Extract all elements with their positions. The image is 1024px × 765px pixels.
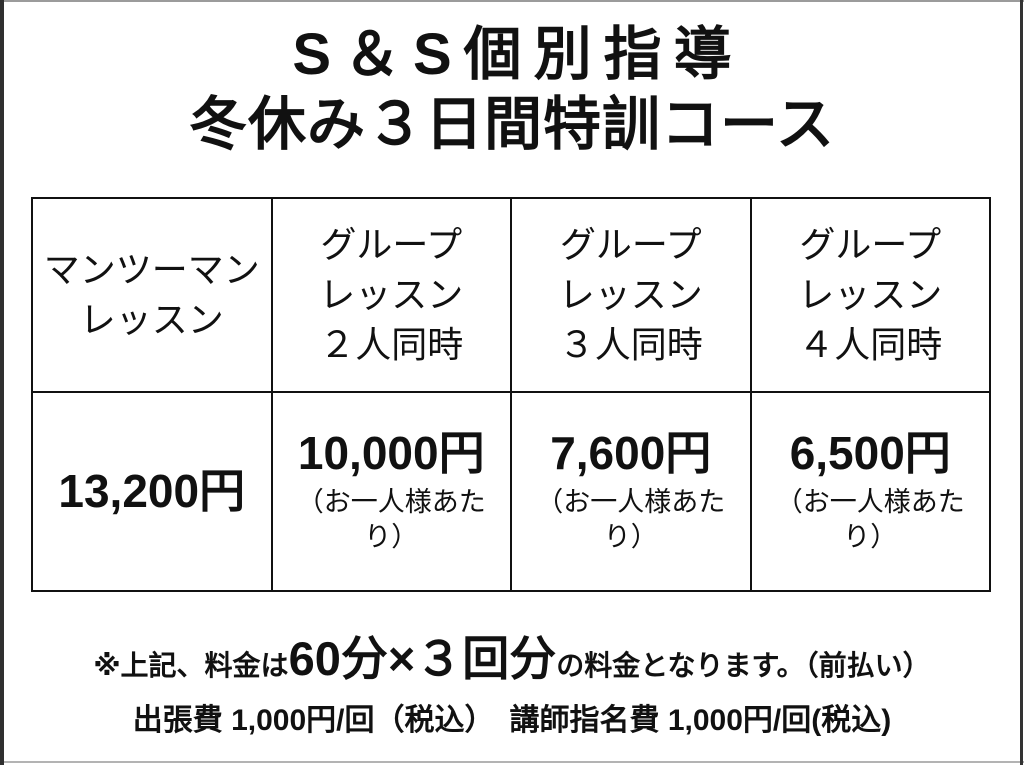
header-cell-group-2: グループ レッスン ２人同時: [270, 197, 512, 393]
per-person-note: （お一人様あたり）: [775, 486, 965, 552]
price-cell-group-3: 7,600円 （お一人様あたり）: [510, 391, 752, 592]
price-table: マンツーマン レッスン グループ レッスン ２人同時 グループ レッスン ３人同…: [31, 197, 991, 592]
price-value: 6,500円: [789, 427, 951, 480]
fee-note-highlight: 60分×３回分: [288, 632, 557, 685]
header-label: グループ レッスン ４人同時: [798, 224, 943, 365]
price-cell-group-4: 6,500円 （お一人様あたり）: [749, 391, 991, 592]
header-label: マンツーマン レッスン: [43, 249, 260, 340]
photo-edge-top: [0, 0, 1024, 2]
fee-note-prefix: ※上記、料金は: [93, 650, 289, 681]
photo-edge-right: [1020, 0, 1023, 765]
header-cell-man-to-man: マンツーマン レッスン: [31, 197, 273, 393]
header-cell-group-4: グループ レッスン ４人同時: [749, 197, 991, 393]
table-price-row: 13,200円 10,000円 （お一人様あたり） 7,600円 （お一人様あた…: [31, 391, 991, 592]
price-cell-man-to-man: 13,200円: [31, 391, 273, 592]
title-line-course: 冬休み３日間特訓コース: [188, 92, 836, 157]
fee-note-suffix: の料金となります。（前払い）: [556, 650, 931, 681]
price-cell-group-2: 10,000円 （お一人様あたり）: [270, 391, 512, 592]
table-header-row: マンツーマン レッスン グループ レッスン ２人同時 グループ レッスン ３人同…: [31, 197, 991, 393]
per-person-note: （お一人様あたり）: [536, 486, 726, 552]
price-value: 7,600円: [550, 427, 712, 480]
price-value: 13,200円: [58, 465, 246, 518]
per-person-note: （お一人様あたり）: [296, 486, 486, 552]
extra-fees-note: 出張費 1,000円/回（税込） 講師指名費 1,000円/回(税込): [132, 704, 892, 737]
fee-explanation-note: ※上記、料金は60分×３回分の料金となります。（前払い）: [0, 620, 1024, 689]
photo-edge-left: [0, 0, 4, 765]
header-label: グループ レッスン ３人同時: [558, 224, 703, 365]
header-label: グループ レッスン ２人同時: [319, 224, 464, 365]
page-title: S＆S個別指導 冬休み３日間特訓コース: [0, 20, 1024, 160]
photo-edge-bottom: [0, 761, 1024, 763]
title-line-school: S＆S個別指導: [292, 22, 744, 87]
header-cell-group-3: グループ レッスン ３人同時: [510, 197, 752, 393]
price-value: 10,000円: [297, 427, 485, 480]
